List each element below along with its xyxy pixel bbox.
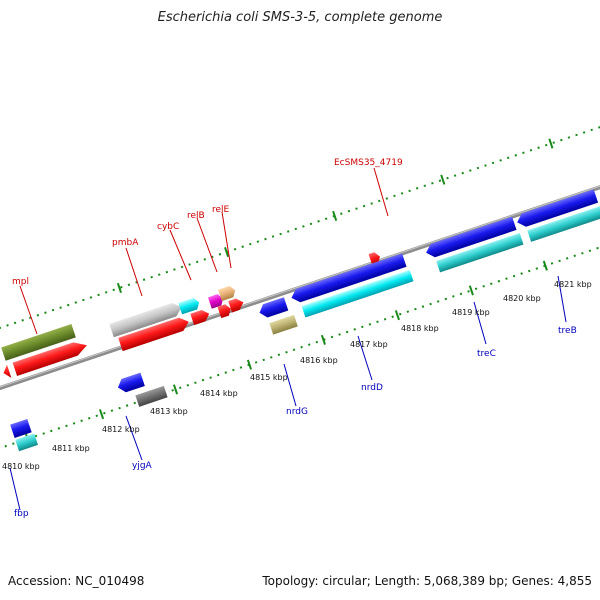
gene-treB-feature: [517, 189, 599, 227]
gene-nrdG-tan: [269, 314, 298, 335]
gene-red-small: [3, 364, 12, 378]
kbp-label: 4810 kbp: [2, 462, 40, 471]
gene-relB-feature: [207, 294, 224, 309]
label-leaders: [9, 167, 567, 511]
kbp-label: 4812 kbp: [102, 425, 140, 434]
gene-relE-feature: [218, 285, 236, 302]
gene-treC-cyan: [436, 233, 524, 273]
gene-red-feature: [228, 298, 244, 313]
gene-label: relE: [212, 205, 230, 215]
gene-cybC-feature: [178, 297, 200, 315]
gene-yjgA-grey: [135, 385, 168, 407]
gene-fbp-feature: [10, 418, 32, 438]
map-title: Escherichia coli SMS-3-5, complete genom…: [157, 10, 443, 25]
gene-fbp-cyan: [15, 433, 39, 452]
genome-backbone: [0, 163, 600, 406]
genome-summary-text: Topology: circular; Length: 5,068,389 bp…: [262, 574, 592, 588]
kbp-label: 4814 kbp: [200, 389, 238, 398]
kbp-label: 4821 kbp: [554, 280, 592, 289]
kbp-label: 4811 kbp: [52, 444, 90, 453]
kbp-label: 4819 kbp: [452, 308, 490, 317]
kbp-label: 4813 kbp: [150, 407, 188, 416]
kbp-label: 4820 kbp: [503, 294, 541, 303]
gene-label: relB: [187, 211, 205, 221]
gene-label: mpl: [12, 277, 29, 287]
gene-label: cybC: [157, 222, 179, 232]
gene-label: treB: [558, 326, 577, 336]
gene-red-feature: [118, 317, 189, 352]
bottom-strand-genes: [10, 189, 600, 452]
gene-treB-cyan: [527, 205, 600, 242]
gene-label: pmbA: [112, 238, 139, 248]
kbp-label: 4815 kbp: [250, 373, 288, 382]
accession-text: Accession: NC_010498: [8, 574, 145, 588]
gene-red-feature: [190, 309, 210, 326]
gene-pmbA-feature: [109, 303, 182, 338]
gene-nrdD-feature: [291, 253, 407, 303]
gene-label: fbp: [14, 509, 29, 519]
inner-tick-ring: [0, 218, 600, 453]
kbp-label: 4817 kbp: [350, 340, 388, 349]
gene-red-feature: [12, 342, 87, 376]
major-ticks: [25, 138, 554, 444]
gene-mpl-feature: [1, 324, 76, 361]
map-track: [0, 110, 600, 453]
top-strand-genes: [1, 252, 380, 378]
outer-tick-ring: [0, 110, 600, 345]
gene-red-feature: [217, 304, 231, 319]
gene-nrdG-feature: [259, 297, 289, 318]
gene-nrdD-cyan: [301, 269, 414, 318]
kbp-label: 4816 kbp: [300, 356, 338, 365]
gene-label: nrdD: [361, 383, 383, 393]
gene-label: nrdG: [286, 407, 308, 417]
gene-label: yjgA: [132, 461, 153, 471]
gene-labels-bottom: fbp yjgA nrdG nrdD treC treB: [14, 326, 577, 519]
gene-yjgA-feature: [117, 372, 145, 393]
gene-treC-feature: [426, 216, 517, 258]
gene-label: EcSMS35_4719: [334, 158, 403, 168]
kbp-label: 4818 kbp: [401, 324, 439, 333]
gene-labels-top: mpl pmbA cybC relB relE EcSMS35_4719: [12, 158, 403, 287]
gene-label: treC: [477, 349, 496, 359]
kbp-scale-labels: 4810 kbp 4811 kbp 4812 kbp 4813 kbp 4814…: [2, 280, 592, 471]
